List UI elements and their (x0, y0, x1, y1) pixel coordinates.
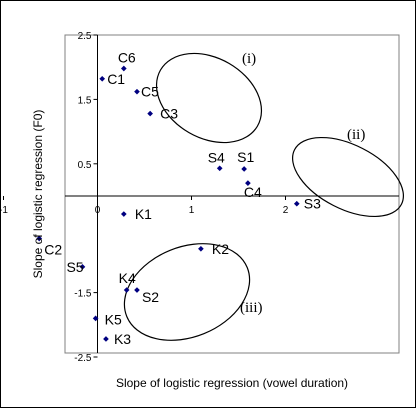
y-tick-label: -1.5 (74, 289, 92, 300)
data-point-c3 (147, 110, 153, 117)
plot-area (64, 34, 400, 354)
data-point-s4 (216, 165, 223, 172)
x-tick-label: 2 (283, 205, 289, 216)
point-label-s2: S2 (142, 289, 159, 305)
x-tick-label: -1 (0, 205, 8, 216)
data-point-k5 (92, 315, 99, 322)
data-point-c1 (99, 75, 106, 82)
point-label-c4: C4 (244, 184, 262, 200)
point-label-s1: S1 (237, 149, 254, 165)
point-label-c5: C5 (141, 84, 159, 100)
group-ellipse (292, 136, 404, 218)
data-point-k3 (103, 336, 109, 342)
group-label: (ii) (347, 127, 365, 143)
x-tick-label: 0 (95, 205, 101, 216)
group-label: (iii) (240, 300, 263, 316)
point-label-s3: S3 (304, 196, 321, 212)
point-label-c1: C1 (107, 71, 125, 87)
data-point-s3 (293, 200, 300, 207)
axes: -1 0 1 2 2.5 1.5 0.5 -1.5 -2.5 (0, 31, 399, 364)
data-point-c4 (245, 180, 251, 186)
group-label: (i) (242, 51, 256, 67)
y-tick-label: 2.5 (78, 31, 92, 42)
point-label-s4: S4 (208, 149, 225, 165)
point-label-c3: C3 (160, 106, 178, 122)
y-tick-label: 0.5 (78, 160, 92, 171)
point-label-c2: C2 (44, 242, 62, 258)
y-tick-label: 1.5 (78, 95, 92, 106)
group-ellipses (123, 52, 404, 341)
data-point-s2 (134, 287, 140, 293)
point-label-k3: K3 (114, 331, 131, 347)
data-point-k1 (120, 211, 127, 217)
data-point-c5 (134, 88, 140, 95)
point-label-k4: K4 (119, 270, 136, 286)
x-tick-label: 1 (189, 205, 195, 216)
point-label-c6: C6 (118, 49, 136, 65)
y-tick-label: -2.5 (74, 353, 92, 364)
data-point-c6 (120, 65, 127, 72)
point-label-k1: K1 (135, 206, 152, 222)
point-label-s5: S5 (66, 259, 83, 275)
data-point-k4 (123, 287, 130, 293)
data-point-k2 (198, 245, 204, 252)
data-point-s1 (241, 166, 247, 172)
point-label-k2: K2 (212, 241, 229, 257)
y-axis-label: Slope of logistic regression (F0) (31, 110, 45, 279)
group-ellipse (123, 243, 251, 341)
group-labels: (i) (ii) (iii) (240, 51, 365, 316)
point-label-k5: K5 (105, 311, 122, 327)
data-point-s5 (79, 264, 86, 270)
group-ellipse (155, 52, 263, 144)
x-axis-label: Slope of logistic regression (vowel dura… (116, 376, 348, 390)
